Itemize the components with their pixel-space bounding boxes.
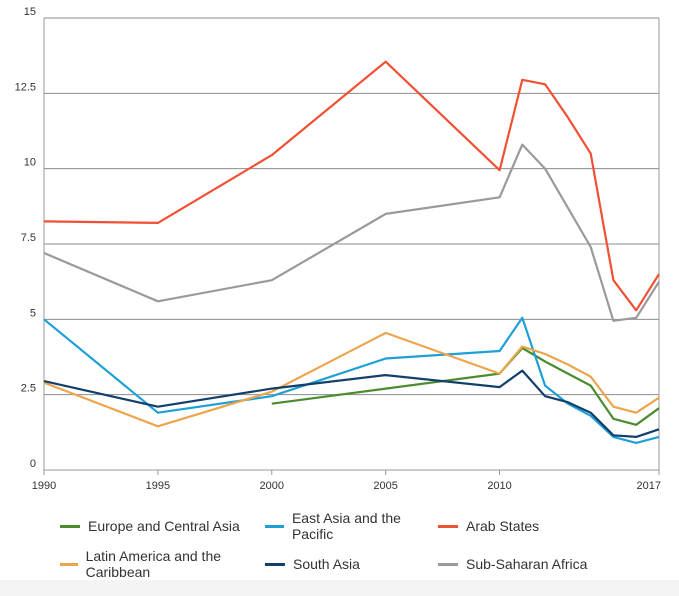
legend-item[interactable]: South Asia [265,548,438,580]
legend-swatch [60,524,80,528]
legend-swatch [438,562,458,566]
legend-label: Europe and Central Asia [88,518,240,534]
legend-swatch [60,562,78,566]
y-tick-label: 12.5 [15,81,36,93]
legend-item[interactable]: East Asia and the Pacific [265,510,438,542]
legend-item[interactable]: Sub-Saharan Africa [438,548,618,580]
y-tick-label: 2.5 [21,383,36,395]
x-axis-ticks: 1990 1995 2000 2005 2010 2017 [32,470,661,492]
y-tick-label: 0 [30,458,36,470]
y-axis-ticks: 0 2.5 5 7.5 10 12.5 15 [15,6,36,470]
x-tick-label: 2010 [487,480,511,492]
chart-card: 0 2.5 5 7.5 10 12.5 15 1990 1995 2000 2005 2010 201… [0,0,679,580]
x-tick-label: 1990 [32,480,56,492]
legend-swatch [265,524,284,528]
series-line-arab-states [43,60,660,312]
x-tick-label: 2017 [637,480,661,492]
legend-label: Sub-Saharan Africa [466,556,588,572]
legend-item[interactable]: Arab States [438,510,618,542]
legend-label: Latin America and the Caribbean [85,548,222,580]
legend-swatch [265,562,285,566]
x-tick-label: 2005 [373,480,397,492]
series-line-europe-and-central-asia [271,346,660,426]
grid-lines [43,17,660,471]
legend-label: East Asia and the Pacific [291,510,401,542]
x-tick-label: 2000 [260,480,284,492]
y-tick-label: 15 [24,6,36,18]
legend-label: South Asia [293,556,360,572]
legend-item[interactable]: Latin America and the Caribbean [60,548,265,580]
y-tick-label: 5 [30,307,36,319]
series-line-sub-saharan-africa [43,143,660,322]
legend-swatch [438,524,458,528]
series-line-south-asia [43,369,660,438]
series-line-east-asia-and-the-pacific [43,316,660,444]
x-tick-label: 1995 [146,480,170,492]
legend-label: Arab States [466,518,540,534]
series-line-latin-america-and-the-caribbean [43,331,660,428]
legend-item[interactable]: Europe and Central Asia [60,510,265,542]
y-tick-label: 10 [24,157,36,169]
series-lines [43,60,660,444]
legend: Europe and Central Asia East Asia and the… [60,510,618,580]
y-tick-label: 7.5 [21,232,36,244]
line-chart: 0 2.5 5 7.5 10 12.5 15 1990 1995 2000 2005 2010 201… [15,6,661,492]
